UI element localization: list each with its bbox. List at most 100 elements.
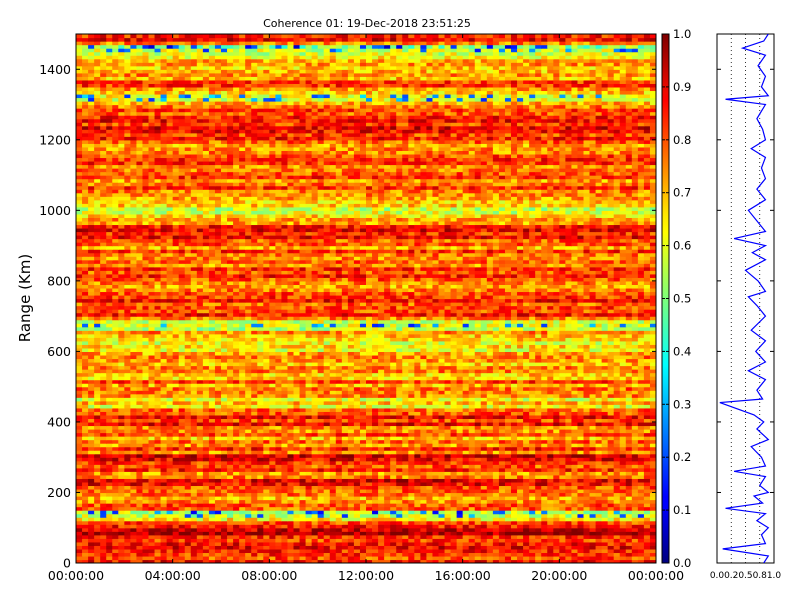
heatmap-cell	[311, 527, 319, 532]
heatmap-cell	[631, 513, 639, 518]
heatmap-cell	[311, 400, 319, 405]
heatmap-cell	[112, 432, 119, 437]
heatmap-cell	[335, 478, 343, 483]
heatmap-cell	[601, 457, 609, 462]
heatmap-cell	[553, 397, 560, 402]
heatmap-cell	[372, 453, 379, 458]
heatmap-cell	[468, 541, 476, 546]
heatmap-cell	[287, 393, 295, 398]
heatmap-cell	[444, 520, 452, 525]
heatmap-cell	[353, 538, 361, 543]
heatmap-cell	[444, 481, 452, 487]
heatmap-cell	[541, 492, 548, 497]
heatmap-cell	[305, 428, 313, 434]
heatmap-cell	[275, 510, 283, 515]
heatmap-cell	[245, 545, 252, 550]
heatmap-cell	[432, 492, 440, 497]
heatmap-cell	[366, 414, 373, 420]
heatmap-cell	[601, 418, 609, 423]
heatmap-cell	[124, 432, 131, 437]
heatmap-cell	[178, 464, 186, 469]
heatmap-cell	[498, 513, 506, 518]
heatmap-cell	[583, 517, 591, 522]
heatmap-cell	[160, 414, 168, 420]
heatmap-cell	[359, 481, 367, 487]
heatmap-cell	[462, 457, 470, 462]
heatmap-cell	[166, 397, 174, 402]
heatmap-cell	[353, 467, 361, 472]
heatmap-cell	[142, 418, 150, 423]
heatmap-cell	[504, 379, 512, 384]
heatmap-cell	[293, 552, 301, 557]
heatmap-cell	[160, 428, 168, 434]
heatmap-cell	[287, 418, 295, 423]
heatmap-cell	[589, 499, 597, 504]
heatmap-cell	[583, 506, 591, 511]
heatmap-cell	[450, 531, 458, 536]
heatmap-cell	[233, 495, 240, 501]
heatmap-cell	[82, 418, 89, 423]
heatmap-cell	[227, 534, 234, 539]
heatmap-cell	[359, 478, 367, 483]
heatmap-cell	[589, 492, 597, 497]
heatmap-cell	[649, 510, 656, 515]
heatmap-cell	[94, 471, 101, 476]
heatmap-cell	[462, 552, 470, 557]
heatmap-cell	[438, 527, 446, 532]
heatmap-cell	[323, 414, 331, 420]
heatmap-cell	[396, 464, 403, 469]
heatmap-cell	[106, 400, 113, 405]
heatmap-cell	[154, 386, 162, 391]
heatmap-cell	[480, 506, 488, 511]
heatmap-cell	[124, 524, 131, 529]
heatmap-cell	[323, 453, 331, 458]
heatmap-cell	[366, 393, 373, 398]
heatmap-cell	[547, 404, 554, 409]
heatmap-cell	[559, 397, 566, 402]
heatmap-cell	[166, 548, 174, 554]
heatmap-cell	[317, 404, 325, 409]
heatmap-cell	[523, 513, 530, 518]
heatmap-cell	[239, 446, 246, 451]
heatmap-cell	[577, 555, 585, 561]
heatmap-cell	[613, 411, 621, 416]
heatmap-cell	[118, 460, 125, 465]
heatmap-cell	[625, 421, 633, 427]
heatmap-cell	[390, 379, 397, 384]
heatmap-cell	[456, 513, 464, 518]
heatmap-cell	[130, 534, 138, 539]
heatmap-cell	[492, 545, 500, 550]
heatmap-cell	[625, 524, 633, 529]
heatmap-cell	[323, 559, 331, 563]
heatmap-cell	[547, 510, 554, 515]
heatmap-cell	[571, 488, 579, 494]
heatmap-cell	[553, 460, 560, 465]
heatmap-cell	[142, 425, 150, 430]
heatmap-cell	[390, 418, 397, 423]
heatmap-cell	[517, 524, 524, 529]
heatmap-cell	[329, 446, 337, 451]
heatmap-cell	[492, 418, 500, 423]
heatmap-cell	[184, 534, 192, 539]
heatmap-cell	[402, 517, 409, 522]
heatmap-cell	[601, 559, 609, 563]
heatmap-cell	[293, 513, 301, 518]
heatmap-cell	[366, 464, 373, 469]
heatmap-cell	[275, 471, 283, 476]
heatmap-cell	[214, 446, 222, 451]
heatmap-cell	[148, 534, 156, 539]
heatmap-cell	[154, 414, 162, 420]
heatmap-cell	[438, 552, 446, 557]
heatmap-cell	[317, 460, 325, 465]
heatmap-cell	[577, 436, 585, 441]
heatmap-cell	[529, 386, 536, 391]
heatmap-cell	[94, 541, 101, 546]
heatmap-cell	[311, 453, 319, 458]
heatmap-cell	[378, 499, 385, 504]
heatmap-cell	[239, 541, 246, 546]
heatmap-cell	[390, 559, 397, 563]
heatmap-cell	[359, 471, 367, 476]
heatmap-cell	[221, 443, 228, 448]
heatmap-cell	[353, 464, 361, 469]
heatmap-cell	[214, 386, 222, 391]
